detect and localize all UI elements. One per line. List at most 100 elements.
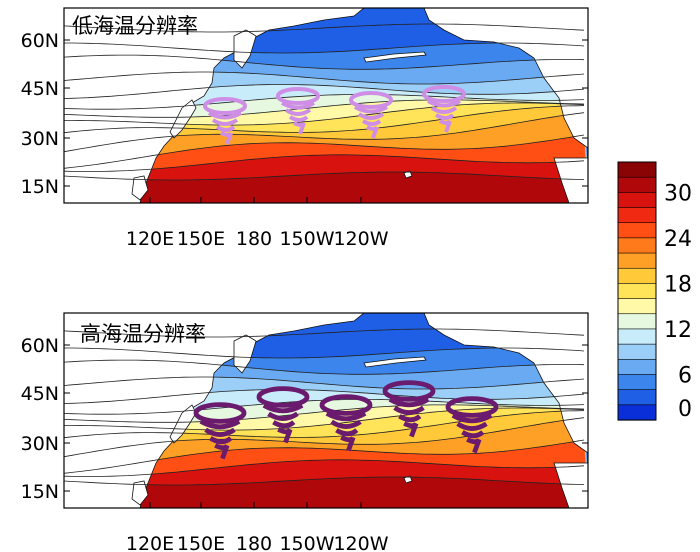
- hawaii-islands: [403, 170, 413, 179]
- isotherm-line: [64, 347, 585, 359]
- storm-vortex-icon: [276, 87, 320, 135]
- hawaii-islands: [403, 475, 413, 484]
- colorbar-segment: [617, 298, 657, 315]
- latitude-tick-label: 60N: [21, 335, 59, 357]
- latitude-tick-label: 30N: [21, 128, 59, 150]
- colorbar-segment: [617, 237, 657, 254]
- colorbar-segment: [617, 343, 657, 360]
- colorbar-segment: [617, 283, 657, 300]
- colorbar-segment: [617, 252, 657, 269]
- storm-vortex-icon: [256, 386, 310, 444]
- kamchatka-peninsula: [233, 29, 257, 69]
- isotherm-line: [64, 359, 585, 375]
- isotherm-line: [64, 94, 585, 110]
- latitude-tick-labels: 60N 45N 30N 15N: [21, 30, 588, 198]
- storm-vortex-icon: [349, 91, 393, 139]
- longitude-tick-label: 120W: [333, 228, 388, 250]
- storm-vortex-symbols: [203, 85, 466, 145]
- sst-band: [64, 493, 588, 508]
- isotherm-line: [64, 42, 585, 54]
- longitude-tick-label: 150W: [279, 228, 334, 250]
- isotherm-line: [64, 54, 585, 70]
- sst-colorbar: 30 24 18 12 6 0: [617, 161, 692, 422]
- landmass: [64, 8, 588, 203]
- isotherm-line: [64, 410, 585, 439]
- philippines-islands: [131, 480, 149, 506]
- colorbar-segment: [617, 161, 657, 178]
- isotherm-line: [64, 84, 585, 99]
- isotherm-line: [64, 389, 585, 404]
- kamchatka-peninsula: [233, 334, 257, 374]
- colorbar-segment: [617, 313, 657, 330]
- latitude-tick-label: 60N: [21, 30, 59, 52]
- colorbar-segment: [617, 207, 657, 224]
- isotherm-line: [64, 112, 585, 153]
- isotherm-line: [64, 417, 585, 458]
- latitude-tick-label: 15N: [21, 176, 59, 198]
- colorbar-segment: [617, 374, 657, 391]
- storm-vortex-icon: [445, 396, 499, 454]
- colorbar-frame: [617, 161, 657, 421]
- isotherm-line: [64, 171, 585, 181]
- latitude-tick-label: 30N: [21, 433, 59, 455]
- longitude-tick-label: 180: [236, 228, 272, 250]
- isotherm-line: [64, 154, 585, 173]
- isotherm-line: [64, 376, 585, 390]
- colorbar-segment: [617, 404, 657, 421]
- longitude-tick-label: 120E: [126, 533, 174, 552]
- isotherm-line: [64, 459, 585, 478]
- longitude-tick-label: 120W: [333, 533, 388, 552]
- isotherm-line: [64, 328, 585, 338]
- isotherm-line: [64, 439, 585, 474]
- aleutian-islands: [363, 51, 427, 63]
- storm-vortex-icon: [193, 402, 247, 460]
- colorbar-label: 30: [664, 181, 692, 206]
- isotherm-line: [64, 476, 585, 486]
- colorbar-segment: [617, 267, 657, 285]
- colorbar-segment: [617, 358, 657, 376]
- philippines-islands: [131, 175, 149, 201]
- colorbar-segment: [617, 222, 657, 239]
- longitude-tick-label: 120E: [126, 228, 174, 250]
- colorbar-label: 0: [678, 397, 692, 422]
- landmass: [64, 313, 588, 508]
- latitude-tick-label: 45N: [21, 78, 59, 100]
- map-frame: [63, 7, 589, 204]
- colorbar-segment: [617, 328, 657, 345]
- asia-landmass: [64, 313, 365, 508]
- aleutian-islands: [363, 356, 427, 368]
- longitude-tick-label: 180: [236, 533, 272, 552]
- longitude-tick-label: 150E: [177, 533, 225, 552]
- colorbar-segment: [617, 389, 657, 406]
- latitude-tick-label: 45N: [21, 383, 59, 405]
- sst-contour-lines: [64, 23, 585, 181]
- isotherm-line: [64, 99, 585, 118]
- colorbar-label: 18: [664, 272, 692, 297]
- colorbar-label: 24: [664, 227, 692, 252]
- isotherm-line: [64, 23, 585, 33]
- colorbar-label: 12: [664, 318, 692, 343]
- panel-title: 低海温分辨率: [72, 14, 198, 38]
- asia-landmass: [64, 8, 365, 203]
- sst-band: [64, 188, 588, 203]
- longitude-tick-label: 150E: [177, 228, 225, 250]
- latitude-tick-labels: 60N 45N 30N 15N: [21, 335, 588, 503]
- storm-vortex-icon: [422, 85, 466, 133]
- north-america-landmass: [423, 8, 588, 149]
- isotherm-line: [64, 102, 585, 126]
- colorbar-segment: [617, 176, 657, 193]
- north-america-landmass: [423, 313, 588, 454]
- latitude-tick-label: 15N: [21, 481, 59, 503]
- longitude-tick-label: 150W: [279, 533, 334, 552]
- colorbar-segment: [617, 192, 657, 209]
- storm-vortex-icon: [203, 97, 247, 145]
- storm-vortex-icon: [382, 380, 436, 438]
- isotherm-line: [64, 134, 585, 169]
- isotherm-line: [64, 71, 585, 85]
- colorbar-label: 6: [678, 363, 692, 388]
- storm-vortex-icon: [319, 394, 373, 452]
